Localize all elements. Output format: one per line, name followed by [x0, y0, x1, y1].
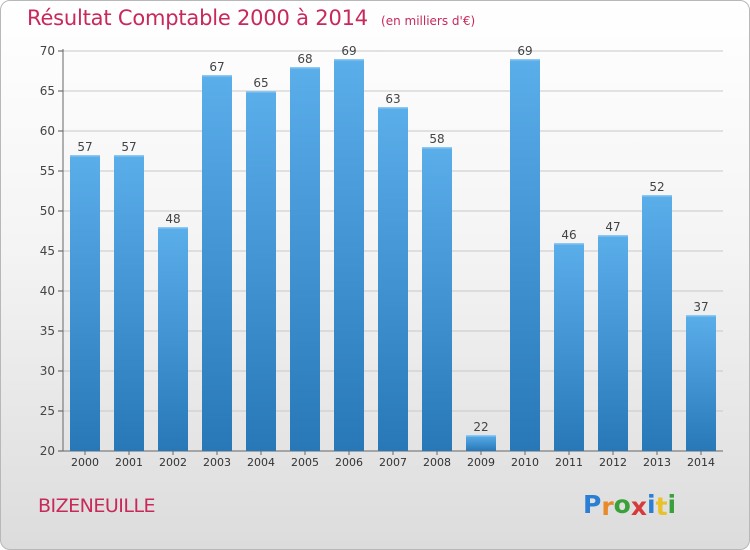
bar-highlight: [202, 75, 232, 77]
bar-highlight: [114, 155, 144, 157]
data-label: 57: [77, 140, 92, 154]
x-tick-label: 2000: [71, 456, 99, 469]
bars: [70, 59, 716, 451]
bar-highlight: [334, 59, 364, 61]
bar-2014: [686, 315, 716, 451]
logo-letter: o: [613, 490, 631, 519]
x-tick-label: 2005: [291, 456, 319, 469]
x-tick-label: 2001: [115, 456, 143, 469]
data-label: 48: [165, 212, 180, 226]
bar-highlight: [510, 59, 540, 61]
x-tick-label: 2009: [467, 456, 495, 469]
bar-2009: [466, 435, 496, 451]
bar-2006: [334, 59, 364, 451]
x-tick-label: 2014: [687, 456, 715, 469]
logo-letter: i: [647, 490, 656, 519]
commune-name: BIZENEUILLE: [38, 495, 156, 517]
x-tick-label: 2007: [379, 456, 407, 469]
data-label: 57: [121, 140, 136, 154]
x-tick-label: 2003: [203, 456, 231, 469]
x-tick-label: 2006: [335, 456, 363, 469]
x-tick-labels: 2000 2001 2002 2003 2004 2005 2006 2007 2008 2009…: [71, 456, 715, 469]
bar-highlight: [246, 91, 276, 93]
y-tick-label: 40: [40, 284, 55, 298]
logo-letter: t: [655, 492, 668, 521]
x-tick-label: 2012: [599, 456, 627, 469]
data-label: 46: [561, 228, 576, 242]
data-label: 69: [341, 44, 356, 58]
data-label: 67: [209, 60, 224, 74]
x-tick-label: 2004: [247, 456, 275, 469]
data-labels: 57 57 48 67 65 68 69 63 58 22 69 46 47 52 37: [77, 44, 708, 434]
bar-highlight: [642, 195, 672, 197]
y-tick-label: 65: [40, 84, 55, 98]
bar-highlight: [554, 243, 584, 245]
x-tick-label: 2008: [423, 456, 451, 469]
y-tick-label: 60: [40, 124, 55, 138]
data-label: 65: [253, 76, 268, 90]
bar-2000: [70, 155, 100, 451]
logo-letter: r: [601, 492, 614, 521]
y-tick-labels: 20 25 30 35 40 45 50 55 60 65 70: [40, 44, 55, 458]
bar-2001: [114, 155, 144, 451]
data-label: 63: [385, 92, 400, 106]
y-tick-label: 50: [40, 204, 55, 218]
bar-highlight: [686, 315, 716, 317]
bar-highlight: [378, 107, 408, 109]
bar-highlight: [70, 155, 100, 157]
logo-letter: P: [583, 490, 602, 519]
bar-2004: [246, 91, 276, 451]
data-label: 58: [429, 132, 444, 146]
y-tick-label: 30: [40, 364, 55, 378]
bar-highlight: [466, 435, 496, 437]
data-label: 22: [473, 420, 488, 434]
data-label: 68: [297, 52, 312, 66]
bar-2005: [290, 67, 320, 451]
x-tick-label: 2010: [511, 456, 539, 469]
bar-2003: [202, 75, 232, 451]
chart-subtitle: (en milliers d'€): [381, 14, 476, 28]
y-tick-label: 45: [40, 244, 55, 258]
data-label: 52: [649, 180, 664, 194]
chart-header: Résultat Comptable 2000 à 2014 (en milli…: [27, 6, 475, 30]
y-tick-label: 20: [40, 444, 55, 458]
y-tick-label: 35: [40, 324, 55, 338]
bar-2002: [158, 227, 188, 451]
bar-2010: [510, 59, 540, 451]
data-label: 47: [605, 220, 620, 234]
logo-letter: x: [630, 492, 647, 521]
bar-2013: [642, 195, 672, 451]
bar-2008: [422, 147, 452, 451]
x-tick-label: 2011: [555, 456, 583, 469]
y-tick-label: 55: [40, 164, 55, 178]
bar-highlight: [598, 235, 628, 237]
bar-2007: [378, 107, 408, 451]
proxiti-logo[interactable]: Proxiti: [583, 490, 677, 521]
bar-2012: [598, 235, 628, 451]
data-label: 37: [693, 300, 708, 314]
x-tick-label: 2002: [159, 456, 187, 469]
y-tick-label: 25: [40, 404, 55, 418]
bar-highlight: [158, 227, 188, 229]
chart-title: Résultat Comptable 2000 à 2014: [27, 6, 368, 30]
y-tick-label: 70: [40, 44, 55, 58]
bar-2011: [554, 243, 584, 451]
data-label: 69: [517, 44, 532, 58]
bar-highlight: [422, 147, 452, 149]
x-tick-label: 2013: [643, 456, 671, 469]
bar-highlight: [290, 67, 320, 69]
logo-letter: i: [667, 490, 677, 519]
